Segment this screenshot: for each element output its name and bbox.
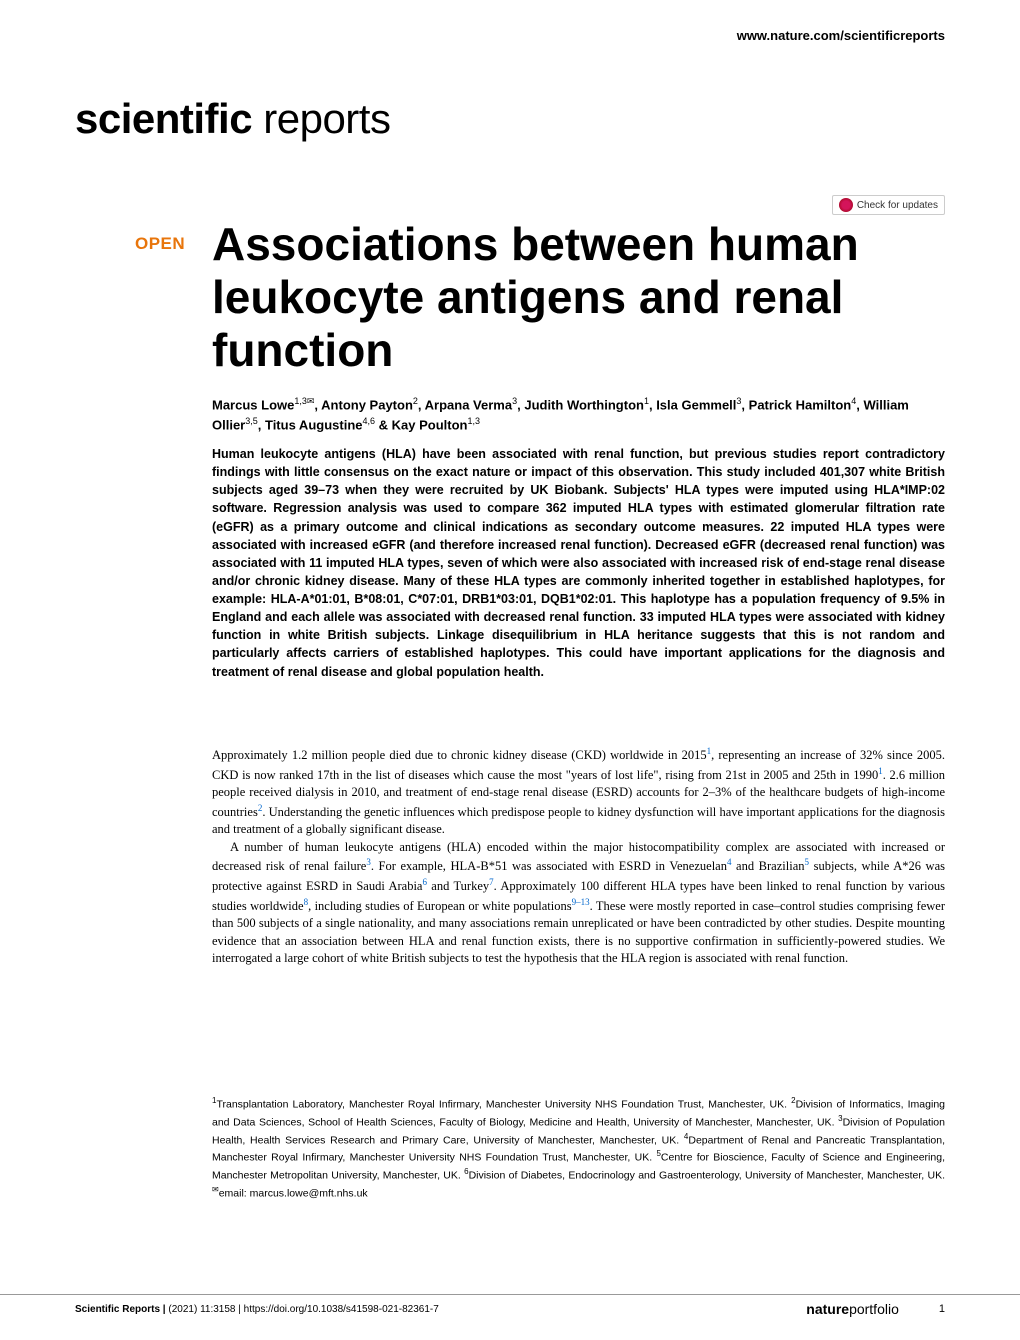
affiliations: 1Transplantation Laboratory, Manchester …	[212, 1095, 945, 1202]
journal-logo-light: reports	[252, 95, 390, 142]
footer-journal: Scientific Reports |	[75, 1304, 166, 1315]
check-updates-label: Check for updates	[857, 200, 938, 211]
portfolio-light: portfolio	[849, 1301, 899, 1317]
open-access-badge: OPEN	[135, 234, 185, 254]
body-paragraph-1: Approximately 1.2 million people died du…	[212, 745, 945, 839]
journal-logo-bold: scientific	[75, 95, 252, 142]
article-title: Associations between human leukocyte ant…	[212, 218, 945, 377]
header-url: www.nature.com/scientificreports	[737, 28, 945, 43]
footer-citation: Scientific Reports | (2021) 11:3158 | ht…	[75, 1304, 439, 1315]
footer-right: natureportfolio 1	[806, 1301, 945, 1317]
footer: Scientific Reports | (2021) 11:3158 | ht…	[0, 1294, 1020, 1317]
footer-year-vol: (2021) 11:3158	[168, 1304, 235, 1315]
check-updates-button[interactable]: Check for updates	[832, 195, 945, 215]
nature-portfolio-logo: natureportfolio	[806, 1301, 899, 1317]
abstract: Human leukocyte antigens (HLA) have been…	[212, 445, 945, 681]
crossmark-icon	[839, 198, 853, 212]
footer-doi[interactable]: | https://doi.org/10.1038/s41598-021-823…	[238, 1304, 439, 1315]
body-paragraph-2: A number of human leukocyte antigens (HL…	[212, 839, 945, 968]
author-list: Marcus Lowe1,3✉, Antony Payton2, Arpana …	[212, 395, 945, 434]
portfolio-bold: nature	[806, 1301, 849, 1317]
body-text: Approximately 1.2 million people died du…	[212, 745, 945, 968]
page-number: 1	[939, 1303, 945, 1315]
journal-logo: scientific reports	[75, 95, 390, 143]
